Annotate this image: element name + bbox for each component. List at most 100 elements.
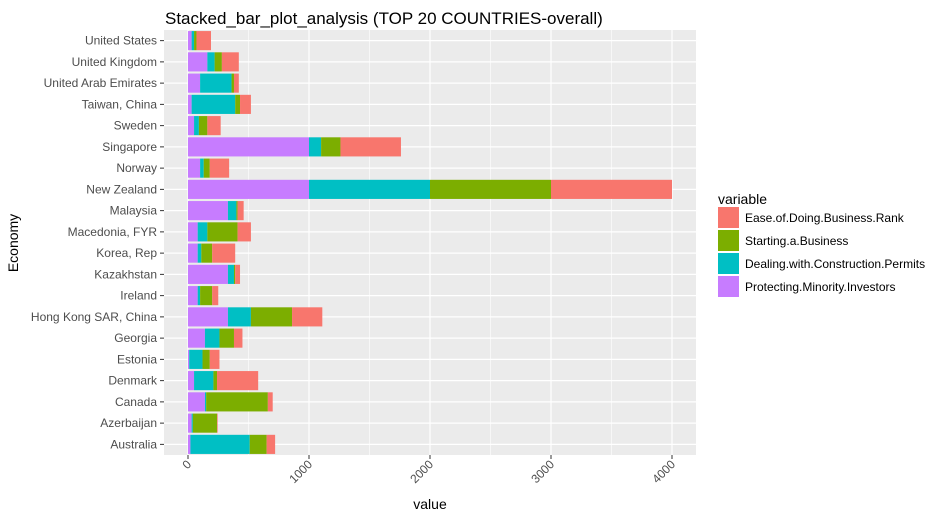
y-tick-label: Hong Kong SAR, China [31, 310, 157, 324]
bar-segment [213, 371, 218, 391]
bar-segment [240, 94, 251, 114]
bar-segment [191, 413, 193, 433]
bar-segment [200, 73, 232, 93]
bar-segment [191, 31, 195, 51]
bar-segment [188, 371, 195, 391]
bar-segment [192, 413, 218, 433]
bar-segment [188, 158, 201, 178]
bar-segment [236, 201, 238, 221]
x-tick-label: 0 [179, 457, 194, 472]
bar-segment [200, 286, 213, 306]
bar-segment [231, 73, 234, 93]
bar-segment [188, 434, 191, 454]
y-tick-label: Kazakhstan [94, 267, 157, 281]
legend-title: variable [718, 191, 767, 207]
bar-segment [217, 413, 218, 433]
legend-key [718, 253, 739, 274]
bar-segment [309, 179, 430, 199]
x-tick-label: 1000 [286, 457, 315, 486]
bar-segment [204, 328, 220, 348]
bar-segment [430, 179, 551, 199]
bar-segment [197, 243, 202, 263]
bar-segment [206, 392, 268, 412]
bar-segment [200, 158, 204, 178]
bar-segment [292, 307, 323, 327]
bar-segment [321, 137, 341, 157]
bar-segment [340, 137, 401, 157]
bar-segment [227, 264, 234, 284]
bar-segment [235, 264, 241, 284]
legend-key [718, 276, 739, 297]
y-tick-label: Ireland [120, 289, 157, 303]
bar-segment [233, 328, 243, 348]
bar-segment [188, 52, 208, 72]
bar-segment [188, 328, 205, 348]
y-tick-label: Singapore [102, 140, 157, 154]
legend-label: Protecting.Minority.Investors [745, 280, 896, 294]
bar-segment [194, 31, 197, 51]
y-tick-label: Canada [115, 395, 157, 409]
x-tick-label: 2000 [407, 457, 436, 486]
bar-segment [227, 201, 237, 221]
bar-segment [188, 264, 228, 284]
bar-segment [197, 222, 208, 242]
bar-segment [188, 179, 309, 199]
bar-segment [249, 434, 267, 454]
bar-segment [188, 73, 201, 93]
bar-segment [196, 31, 211, 51]
bar-segment [267, 392, 273, 412]
y-tick-labels: Australia Azerbaijan Canada Denmark Estonia G… [31, 34, 164, 451]
bar-segment [202, 349, 210, 369]
x-tick-label: 4000 [649, 457, 678, 486]
bar-segment [203, 158, 210, 178]
bar-segment [188, 243, 198, 263]
legend-label: Dealing.with.Construction.Permits [745, 257, 925, 271]
bar-segment [188, 201, 228, 221]
legend-label: Starting.a.Business [745, 234, 848, 248]
y-tick-label: United States [85, 34, 157, 48]
bar-segment [219, 328, 234, 348]
bar-segment [188, 307, 228, 327]
y-tick-label: Georgia [114, 331, 157, 345]
x-axis-title: value [413, 496, 447, 512]
bar-segment [189, 349, 203, 369]
legend-key [718, 230, 739, 251]
bar-segment [188, 392, 205, 412]
bar-segment [201, 243, 213, 263]
y-tick-label: Australia [110, 437, 157, 451]
bar-segment [212, 286, 219, 306]
bar-segment [188, 137, 309, 157]
bar-segment [188, 94, 192, 114]
bar-segment [207, 222, 238, 242]
bar-segment [237, 222, 251, 242]
bar-segment [235, 94, 241, 114]
y-tick-label: Estonia [117, 352, 157, 366]
bar-segment [204, 392, 207, 412]
y-tick-label: United Kingdom [72, 55, 157, 69]
bar-segment [209, 158, 230, 178]
legend-label: Ease.of.Doing.Business.Rank [745, 211, 905, 225]
y-tick-label: New Zealand [86, 182, 157, 196]
bar-segment [191, 94, 236, 114]
y-tick-label: Azerbaijan [100, 416, 157, 430]
x-tick-label: 3000 [528, 457, 557, 486]
bar-segment [217, 371, 259, 391]
bar-segment [266, 434, 276, 454]
bar-segment [309, 137, 322, 157]
bar-segment [190, 434, 250, 454]
bar-segment [188, 222, 198, 242]
bar-segment [209, 349, 220, 369]
bar-segment [197, 286, 201, 306]
bar-segment [198, 116, 208, 136]
chart-title: Stacked_bar_plot_analysis (TOP 20 COUNTR… [165, 9, 603, 28]
bar-segment [188, 413, 192, 433]
legend-key [718, 207, 739, 228]
bar-segment [214, 52, 222, 72]
bar-segment [227, 307, 251, 327]
bar-segment [188, 31, 192, 51]
bar-segment [221, 52, 239, 72]
y-tick-label: Malaysia [110, 204, 158, 218]
y-tick-label: Denmark [108, 374, 158, 388]
y-tick-label: United Arab Emirates [44, 76, 157, 90]
y-tick-label: Norway [116, 161, 157, 175]
